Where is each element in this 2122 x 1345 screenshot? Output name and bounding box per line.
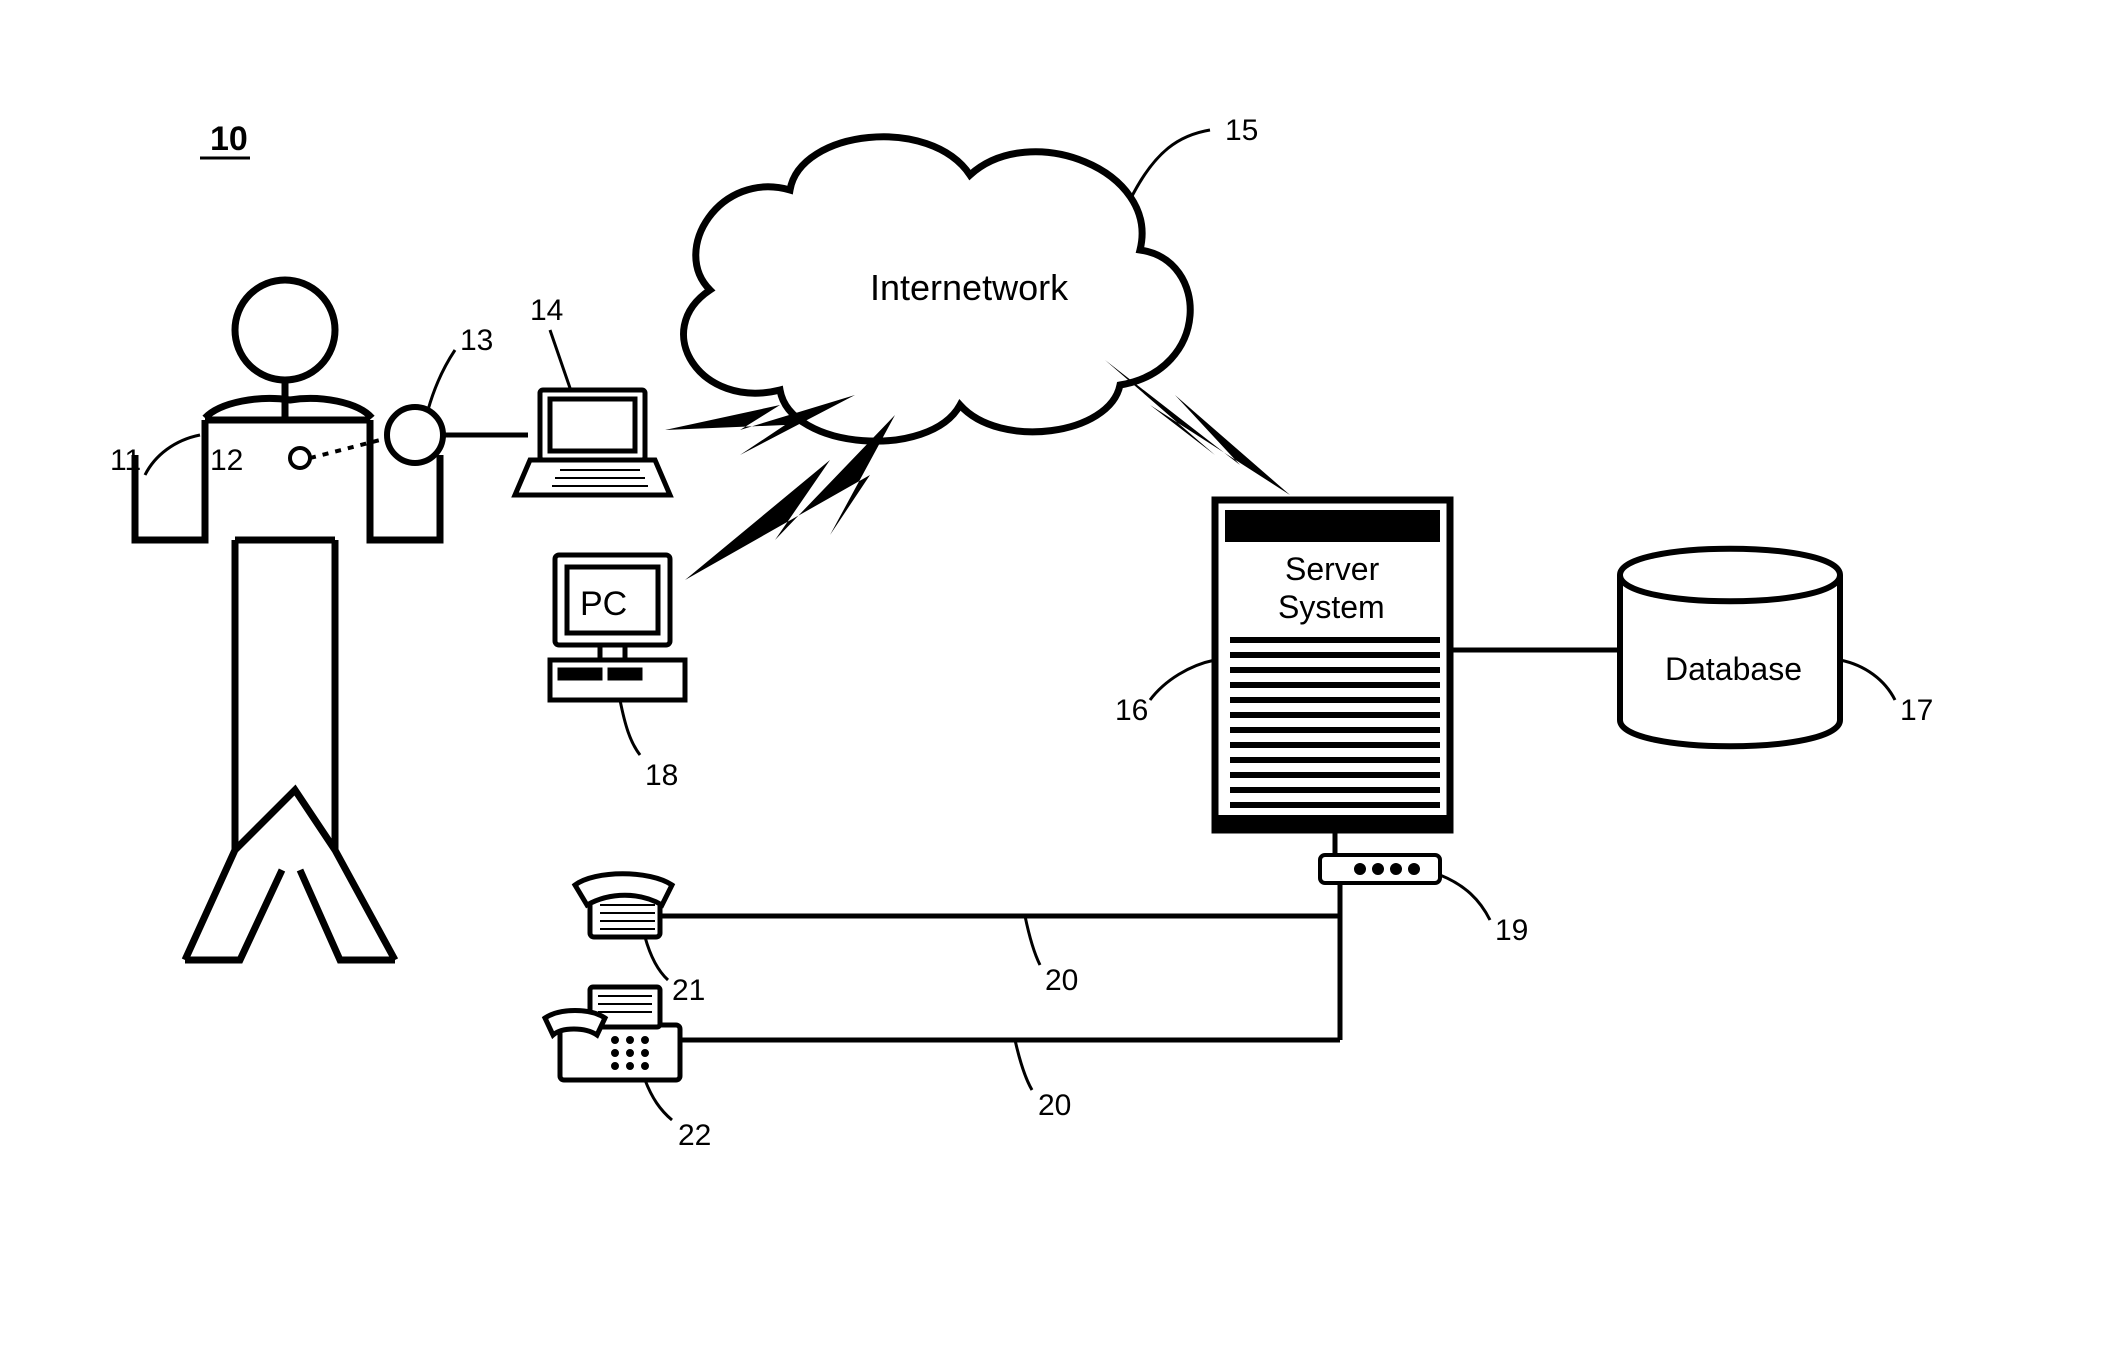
ref-19: 19 bbox=[1495, 914, 1528, 947]
pc-screen-label: PC bbox=[580, 585, 627, 623]
implant-to-wand bbox=[310, 438, 388, 458]
ref-17-leader bbox=[1840, 660, 1895, 700]
ref-20b: 20 bbox=[1038, 1089, 1071, 1122]
cloud-internetwork: Internetwork bbox=[684, 137, 1191, 441]
ref-21-leader bbox=[645, 937, 668, 980]
ref-19-leader bbox=[1440, 875, 1490, 920]
ref-15: 15 bbox=[1225, 114, 1258, 147]
ref-11-leader bbox=[145, 435, 200, 475]
ref-17: 17 bbox=[1900, 694, 1933, 727]
ref-22: 22 bbox=[678, 1119, 711, 1152]
ref-16: 16 bbox=[1115, 694, 1148, 727]
ref-16-leader bbox=[1150, 660, 1215, 700]
pc-icon: PC bbox=[550, 555, 685, 700]
ref-18: 18 bbox=[645, 759, 678, 792]
ref-20a: 20 bbox=[1045, 964, 1078, 997]
ref-14: 14 bbox=[530, 294, 563, 327]
ref-20a-leader bbox=[1025, 916, 1040, 965]
cloud-label: Internetwork bbox=[870, 267, 1069, 308]
ref-15-leader bbox=[1130, 130, 1210, 200]
ref-22-leader bbox=[645, 1080, 672, 1120]
server-label-1: Server bbox=[1285, 551, 1380, 587]
wand-icon bbox=[387, 407, 443, 463]
ref-18-leader bbox=[620, 700, 640, 755]
implant-icon bbox=[290, 448, 310, 468]
fax-icon bbox=[545, 987, 680, 1080]
ref-21: 21 bbox=[672, 974, 705, 1007]
laptop-icon bbox=[515, 390, 670, 495]
database-label: Database bbox=[1665, 651, 1802, 687]
server-label-2: System bbox=[1278, 589, 1385, 625]
ref-11: 11 bbox=[110, 444, 141, 477]
ref-20b-leader bbox=[1015, 1040, 1032, 1090]
server-icon: Server System bbox=[1215, 500, 1450, 830]
phone-icon bbox=[575, 874, 672, 937]
database-icon: Database bbox=[1620, 549, 1840, 747]
ref-13: 13 bbox=[460, 324, 493, 357]
ref-12: 12 bbox=[210, 444, 243, 477]
modem-icon bbox=[1320, 855, 1440, 883]
figure-number: 10 bbox=[210, 120, 248, 158]
ref-13-leader bbox=[428, 350, 455, 410]
ref-14-leader bbox=[550, 330, 570, 388]
person-icon bbox=[135, 280, 440, 960]
